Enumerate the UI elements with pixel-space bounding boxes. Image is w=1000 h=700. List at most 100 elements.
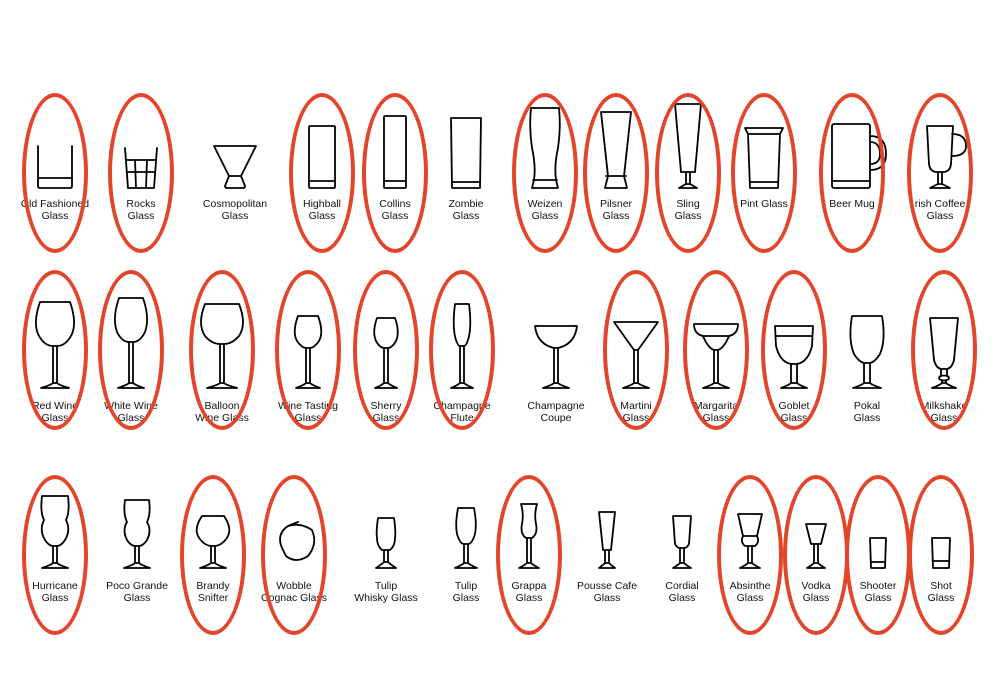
glass-label: Grappa Glass (474, 580, 584, 604)
brandy-snifter-icon (195, 515, 231, 569)
glass-label-line: Sling (676, 198, 700, 210)
glass-label-line: Milkshake (920, 400, 968, 412)
glass-label-line: Pilsner (599, 198, 633, 210)
glass-label-line: Flute (450, 412, 474, 424)
old-fashioned-glass-icon (37, 145, 73, 189)
glass-label: Zombie Glass (411, 198, 521, 222)
glass-label-line: Wine Glass (195, 412, 249, 424)
glass-label-line: Glass (41, 210, 69, 222)
shot-glass-icon (931, 537, 951, 569)
glass-label-line: Wobble (276, 580, 312, 592)
glass-label-line: Glass (381, 210, 409, 222)
glass-label: Champagne Flute (407, 400, 517, 424)
glass-label-line: Glass (593, 592, 621, 604)
margarita-glass-icon (693, 323, 739, 389)
glass-label-line: Glass (602, 210, 630, 222)
goblet-glass-icon (774, 325, 814, 389)
champagne-coupe-icon (534, 325, 578, 389)
vodka-glass-icon (805, 523, 827, 569)
poco-grande-glass-icon (123, 499, 151, 569)
glass-label-line: Cognac Glass (261, 592, 327, 604)
glass-label: Brandy Snifter (158, 580, 268, 604)
glass-label: Martini Glass (581, 400, 691, 424)
glass-label-line: Glass (123, 592, 151, 604)
glass-label: Milkshake Glass (889, 400, 999, 424)
glass-label: Highball Glass (267, 198, 377, 222)
glass-label-line: Snifter (197, 592, 229, 604)
glass-label-line: Absinthe (729, 580, 771, 592)
glass-label-line: Tulip (454, 580, 478, 592)
glass-label: Sling Glass (633, 198, 743, 222)
glass-label-line: Glass (930, 412, 958, 424)
glass-label: Absinthe Glass (695, 580, 805, 604)
glass-label-line: Beer Mug (829, 198, 875, 210)
glass-label-line: Sherry (370, 400, 402, 412)
glass-label: Pousse Cafe Glass (552, 580, 662, 604)
glass-label-line: Tulip (374, 580, 398, 592)
glass-label: Margarita Glass (661, 400, 771, 424)
glass-label-line: Glass (864, 592, 892, 604)
glass-label-line: Cordial (665, 580, 699, 592)
glass-label: Rocks Glass (86, 198, 196, 222)
glass-label: Wobble Cognac Glass (239, 580, 349, 604)
collins-glass-icon (383, 115, 407, 189)
glass-label-line: Pint Glass (740, 198, 788, 210)
rocks-glass-icon (124, 147, 158, 189)
glass-label: Sherry Glass (331, 400, 441, 424)
hurricane-glass-icon (40, 495, 70, 569)
sling-glass-icon (674, 103, 702, 189)
glass-label-line: Shooter (859, 580, 897, 592)
glass-label: Goblet Glass (739, 400, 849, 424)
glass-label: Old Fashioned Glass (0, 198, 110, 222)
glass-label-line: Glass (221, 210, 249, 222)
glass-label-line: Glass (372, 412, 400, 424)
highball-glass-icon (308, 125, 336, 189)
glass-label-line: Shot (930, 580, 952, 592)
beer-mug-icon (831, 123, 887, 189)
martini-glass-icon (613, 321, 659, 389)
glass-label-line: Glass (127, 210, 155, 222)
glass-label: Collins Glass (340, 198, 450, 222)
glass-label-line: Vodka (801, 580, 831, 592)
glass-label-line: Glass (736, 592, 764, 604)
zombie-glass-icon (450, 117, 482, 189)
glass-label: Champagne Coupe (501, 400, 611, 424)
shooter-glass-icon (869, 537, 887, 569)
glass-label: White Wine Glass (76, 400, 186, 424)
glass-label-line: Glass (622, 412, 650, 424)
cosmopolitan-glass-icon (213, 145, 257, 189)
glass-label-line: Red Wine (31, 400, 79, 412)
grappa-glass-icon (518, 503, 540, 569)
glass-label: Vodka Glass (761, 580, 871, 604)
glass-label: Hurricane Glass (0, 580, 110, 604)
wine-tasting-glass-icon (293, 315, 323, 389)
pilsner-glass-icon (600, 111, 632, 189)
glass-label-line: Brandy (196, 580, 230, 592)
glass-label-line: Glass (926, 210, 954, 222)
glass-label-line: Champagne (527, 400, 585, 412)
glass-label-line: Glass (117, 412, 145, 424)
tulip-glass-icon (454, 507, 478, 569)
glass-label-line: Glass (452, 210, 480, 222)
glass-label-line: Glass (515, 592, 543, 604)
glass-label-line: Glass (41, 412, 69, 424)
glass-label-line: Coupe (540, 412, 572, 424)
glass-label-line: Glass (927, 592, 955, 604)
glass-label: Pokal Glass (812, 400, 922, 424)
glass-label-line: Weizen (527, 198, 563, 210)
glass-label-line: Pousse Cafe (576, 580, 638, 592)
glass-label: Balloon Wine Glass (167, 400, 277, 424)
glass-label-line: Glass (308, 210, 336, 222)
irish-coffee-glass-icon (926, 125, 967, 189)
glass-label-line: Martini (620, 400, 652, 412)
glass-label-line: Margarita (693, 400, 739, 412)
glass-label: Shot Glass (886, 580, 996, 604)
glass-label: Pilsner Glass (561, 198, 671, 222)
glass-label-line: Glass (41, 592, 69, 604)
glass-label-line: Glass (294, 412, 322, 424)
glass-label-line: Glass (853, 412, 881, 424)
glass-label-line: Glass (674, 210, 702, 222)
pousse-cafe-glass-icon (598, 511, 616, 569)
pokal-glass-icon (849, 315, 885, 389)
